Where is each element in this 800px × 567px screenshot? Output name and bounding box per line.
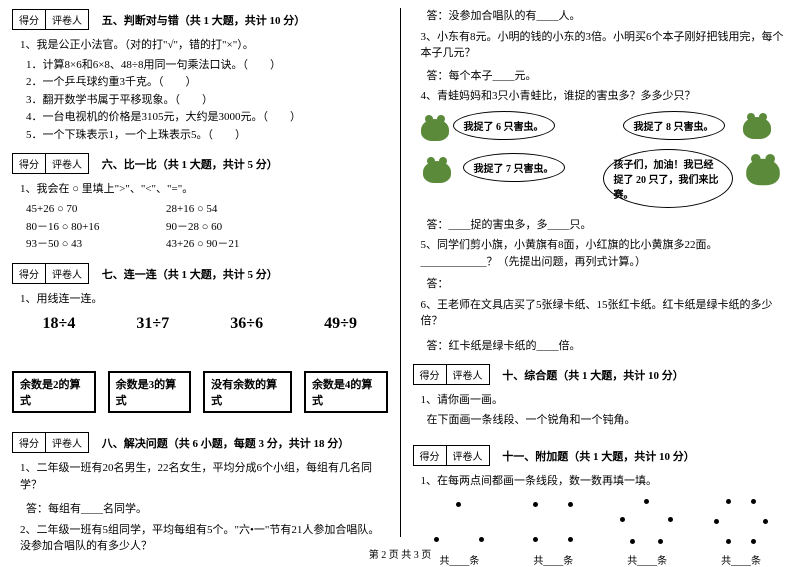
score-label: 得分	[13, 154, 46, 173]
left-column: 得分 评卷人 五、判断对与错（共 1 大题，共计 10 分） 1、我是公正小法官…	[0, 0, 400, 545]
answer-box: 余数是4的算式	[304, 371, 388, 413]
speech-bubble: 我捉了 8 只害虫。	[623, 111, 725, 140]
cmp: 93－50 ○ 43	[26, 236, 166, 254]
section-8-title: 八、解决问题（共 6 小题，每题 3 分，共计 18 分）	[102, 435, 350, 451]
equation-row: 18÷4 31÷7 36÷6 49÷9	[12, 315, 388, 333]
reviewer-label: 评卷人	[447, 365, 489, 384]
speech-bubble: 孩子们，加油！我已经捉了 20 只了，我们来比赛。	[603, 149, 733, 208]
answer-boxes: 余数是2的算式 余数是3的算式 没有余数的算式 余数是4的算式	[12, 371, 388, 413]
s10-q1: 1、请你画一画。	[421, 392, 789, 409]
answer-box: 余数是3的算式	[108, 371, 192, 413]
s6-row: 93－50 ○ 4343+26 ○ 90－21	[26, 236, 388, 254]
speech-bubble: 我捉了 6 只害虫。	[453, 111, 555, 140]
score-label: 得分	[414, 446, 447, 465]
s8-a1: 答：每组有____名同学。	[26, 501, 388, 519]
a2: 答：没参加合唱队的有____人。	[427, 8, 789, 26]
q3: 3、小东有8元。小明的钱的小东的3倍。小明买6个本子刚好把钱用完，每个本子几元？	[421, 29, 789, 62]
score-label: 得分	[414, 365, 447, 384]
reviewer-label: 评卷人	[447, 446, 489, 465]
cmp: 90－28 ○ 60	[166, 221, 222, 233]
eq: 18÷4	[43, 315, 76, 333]
s6-row: 80－16 ○ 80+1690－28 ○ 60	[26, 219, 388, 237]
cmp: 45+26 ○ 70	[26, 201, 166, 219]
q6: 6、王老师在文具店买了5张绿卡纸、15张红卡纸。红卡纸是绿卡纸的多少倍？	[421, 297, 789, 330]
s7-q1: 1、用线连一连。	[20, 291, 388, 308]
a3: 答：每个本子____元。	[427, 68, 789, 86]
score-box-5: 得分 评卷人	[12, 9, 89, 30]
frog-icon	[746, 158, 780, 184]
s5-item: 1．计算8×6和6×8、48÷8用同一句乘法口诀。（ ）	[26, 57, 388, 75]
reviewer-label: 评卷人	[46, 264, 88, 283]
frog-icon	[423, 161, 451, 183]
s5-item: 5．一个下珠表示1，一个上珠表示5。（ ）	[26, 127, 388, 145]
page-footer: 第 2 页 共 3 页	[0, 546, 800, 561]
cmp: 43+26 ○ 90－21	[166, 238, 239, 250]
dots-4	[518, 497, 588, 552]
eq: 36÷6	[230, 315, 263, 333]
dots-6	[706, 497, 776, 552]
speech-bubble: 我捉了 7 只害虫。	[463, 153, 565, 182]
frog-icon	[421, 119, 449, 141]
score-label: 得分	[13, 10, 46, 29]
s5-item: 2．一个乒乓球约重3千克。（ ）	[26, 74, 388, 92]
s5-item: 4．一台电视机的价格是3105元，大约是3000元。（ ）	[26, 109, 388, 127]
s10-sub: 在下面画一条线段、一个锐角和一个钝角。	[427, 412, 789, 430]
section-5-title: 五、判断对与错（共 1 大题，共计 10 分）	[102, 12, 306, 28]
eq: 49÷9	[324, 315, 357, 333]
section-6-title: 六、比一比（共 1 大题，共计 5 分）	[102, 156, 278, 172]
reviewer-label: 评卷人	[46, 433, 88, 452]
a4: 答：____捉的害虫多，多____只。	[427, 217, 789, 235]
answer-box: 余数是2的算式	[12, 371, 96, 413]
s5-q1: 1、我是公正小法官。（对的打"√"，错的打"×"）。	[20, 37, 388, 54]
s11-q1: 1、在每两点间都画一条线段，数一数再填一填。	[421, 473, 789, 490]
reviewer-label: 评卷人	[46, 154, 88, 173]
q5: 5、同学们剪小旗，小黄旗有8面，小红旗的比小黄旗多22面。___________…	[421, 237, 789, 270]
frog-icon	[743, 117, 771, 139]
section-7-title: 七、连一连（共 1 大题，共计 5 分）	[102, 266, 278, 282]
a6: 答：红卡纸是绿卡纸的____倍。	[427, 338, 789, 356]
a5: 答：	[427, 276, 789, 294]
answer-box: 没有余数的算式	[203, 371, 292, 413]
score-label: 得分	[13, 264, 46, 283]
reviewer-label: 评卷人	[46, 10, 88, 29]
dots-3	[424, 497, 494, 552]
score-box-8: 得分 评卷人	[12, 432, 89, 453]
right-column: 答：没参加合唱队的有____人。 3、小东有8元。小明的钱的小东的3倍。小明买6…	[401, 0, 800, 545]
score-box-10: 得分 评卷人	[413, 364, 490, 385]
section-10-title: 十、综合题（共 1 大题，共计 10 分）	[502, 367, 684, 383]
page: 得分 评卷人 五、判断对与错（共 1 大题，共计 10 分） 1、我是公正小法官…	[0, 0, 800, 545]
section-11-title: 十一、附加题（共 1 大题，共计 10 分）	[502, 448, 695, 464]
s6-row: 45+26 ○ 7028+16 ○ 54	[26, 201, 388, 219]
q4: 4、青蛙妈妈和3只小青蛙比，谁捉的害虫多？多多少只？	[421, 88, 789, 105]
eq: 31÷7	[136, 315, 169, 333]
frog-scene: 我捉了 6 只害虫。 我捉了 8 只害虫。 我捉了 7 只害虫。 孩子们，加油！…	[413, 111, 789, 211]
dots-5	[612, 497, 682, 552]
s6-q1: 1、我会在 ○ 里填上">"、"<"、"="。	[20, 181, 388, 198]
s8-q1: 1、二年级一班有20名男生，22名女生，平均分成6个小组，每组有几名同学？	[20, 460, 388, 493]
score-label: 得分	[13, 433, 46, 452]
cmp: 28+16 ○ 54	[166, 203, 217, 215]
s5-item: 3．翻开数学书属于平移现象。（ ）	[26, 92, 388, 110]
score-box-6: 得分 评卷人	[12, 153, 89, 174]
cmp: 80－16 ○ 80+16	[26, 219, 166, 237]
score-box-7: 得分 评卷人	[12, 263, 89, 284]
score-box-11: 得分 评卷人	[413, 445, 490, 466]
